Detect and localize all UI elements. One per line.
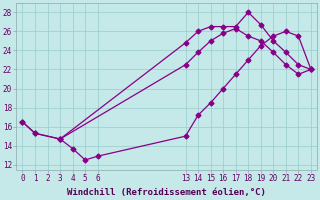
X-axis label: Windchill (Refroidissement éolien,°C): Windchill (Refroidissement éolien,°C)	[67, 188, 266, 197]
